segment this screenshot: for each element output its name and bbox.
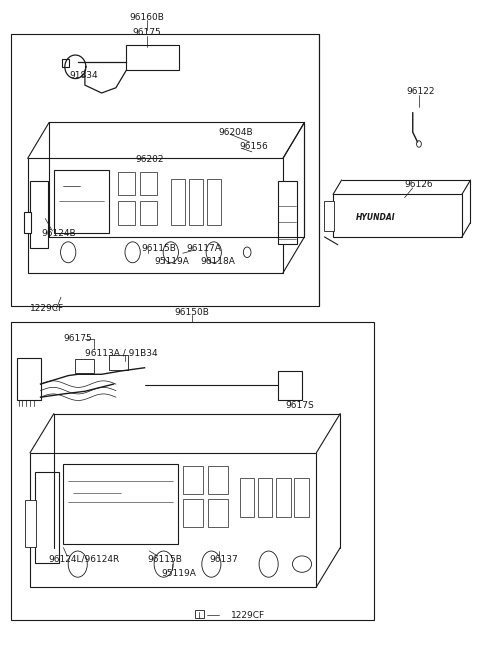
- Bar: [207, 499, 228, 526]
- Text: 1229CF: 1229CF: [30, 304, 64, 313]
- Text: 96115B: 96115B: [147, 555, 182, 564]
- Text: 96202: 96202: [135, 155, 164, 164]
- Text: 96175: 96175: [63, 334, 92, 344]
- Bar: [333, 194, 462, 237]
- Bar: [140, 172, 157, 195]
- Text: 96115B: 96115B: [141, 244, 176, 252]
- Text: 96117A: 96117A: [187, 244, 221, 252]
- Text: 96160B: 96160B: [130, 12, 164, 22]
- Bar: [258, 478, 273, 517]
- Bar: [75, 359, 95, 373]
- Text: 96175: 96175: [132, 28, 161, 37]
- Bar: [324, 201, 334, 231]
- Text: 96124B: 96124B: [41, 229, 76, 238]
- Text: 95119A: 95119A: [154, 257, 189, 265]
- Text: 9617S: 9617S: [285, 401, 314, 410]
- Bar: [62, 59, 69, 67]
- Text: 96150B: 96150B: [175, 307, 210, 317]
- Bar: [207, 179, 221, 225]
- Text: 96122: 96122: [406, 87, 434, 96]
- Bar: [278, 371, 302, 401]
- Text: 1229CF: 1229CF: [230, 610, 264, 620]
- Bar: [24, 212, 31, 233]
- Bar: [11, 34, 319, 306]
- Bar: [207, 466, 228, 494]
- Bar: [240, 478, 254, 517]
- Bar: [171, 179, 185, 225]
- Text: HYUNDAI: HYUNDAI: [356, 214, 396, 222]
- Text: 95119A: 95119A: [161, 569, 196, 578]
- Bar: [35, 472, 59, 563]
- Bar: [25, 500, 36, 547]
- Bar: [30, 453, 316, 587]
- Bar: [17, 358, 40, 401]
- Bar: [126, 45, 179, 70]
- Text: 96118A: 96118A: [201, 257, 236, 265]
- Text: 96126: 96126: [405, 180, 433, 189]
- Bar: [140, 201, 157, 225]
- Bar: [189, 179, 203, 225]
- Bar: [183, 466, 203, 494]
- Bar: [278, 181, 297, 244]
- Text: 96113A / 91B34: 96113A / 91B34: [85, 348, 157, 357]
- Text: 96156: 96156: [239, 142, 268, 151]
- Text: 91834: 91834: [69, 72, 98, 80]
- Ellipse shape: [292, 556, 312, 572]
- Bar: [54, 170, 109, 233]
- Bar: [109, 355, 128, 370]
- Bar: [294, 478, 309, 517]
- Text: 96137: 96137: [209, 555, 238, 564]
- Bar: [195, 610, 204, 618]
- Text: 96204B: 96204B: [218, 127, 253, 137]
- Bar: [63, 464, 178, 544]
- Text: 96124L/96124R: 96124L/96124R: [48, 555, 120, 564]
- Bar: [118, 172, 135, 195]
- Bar: [30, 181, 48, 248]
- Bar: [11, 322, 373, 620]
- Bar: [276, 478, 290, 517]
- Bar: [118, 201, 135, 225]
- Bar: [28, 158, 283, 273]
- Bar: [183, 499, 203, 526]
